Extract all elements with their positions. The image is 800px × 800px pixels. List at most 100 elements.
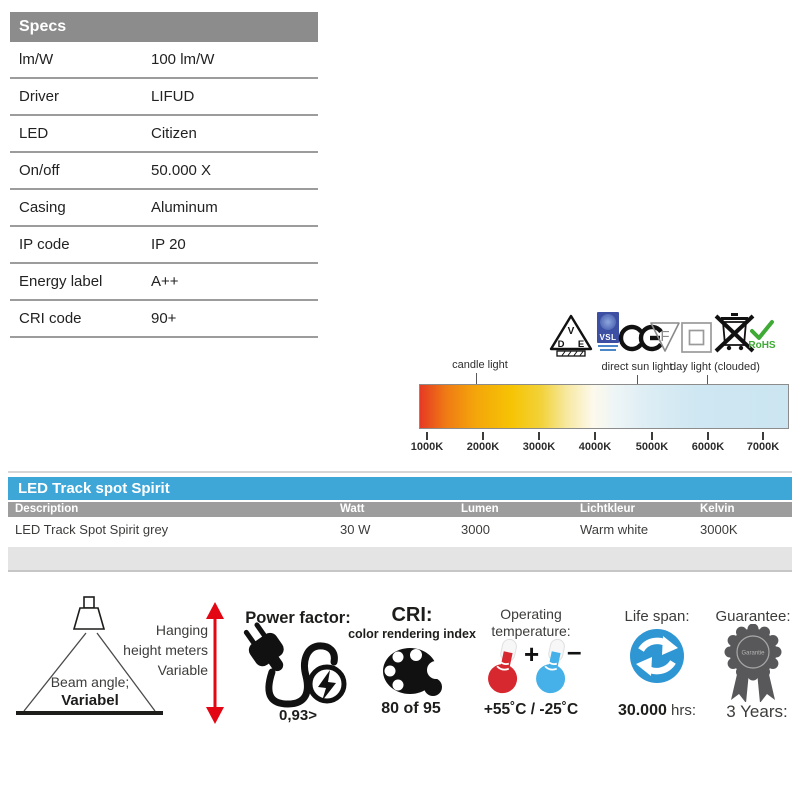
kelvin-tick-label: 1000K [410, 441, 444, 453]
spec-value: Citizen [151, 125, 197, 142]
guarantee-badge-label: Garantie [741, 651, 765, 657]
vsl-label: VSL [599, 333, 617, 342]
double-insulated-icon [680, 321, 714, 355]
product-table-header-row: Description Watt Lumen Lichtkleur Kelvin [8, 502, 792, 517]
spec-label: Casing [19, 199, 66, 216]
spec-row: lm/W 100 lm/W [10, 42, 318, 79]
spec-row: IP code IP 20 [10, 227, 318, 264]
kelvin-tick-label: 3000K [522, 441, 556, 453]
vde-letter-e: E [578, 339, 584, 350]
product-table-empty-row [8, 547, 792, 572]
vde-mark-icon: V D E [549, 312, 595, 358]
operating-temp-title-1: Operating [500, 606, 562, 622]
kelvin-tick-label: 5000K [635, 441, 669, 453]
hanging-height-text: Hanging height meters Variable [100, 620, 208, 680]
spec-row: On/off 50.000 X [10, 153, 318, 190]
cell-kelvin: 3000K [700, 522, 738, 537]
guarantee-value: 3 Years: [726, 702, 788, 721]
operating-temp-value: +55˚C / -25˚C [483, 701, 579, 718]
vsl-small-text-line [598, 345, 618, 347]
spec-value: Aluminum [151, 199, 218, 216]
vsl-badge-icon: VSL [597, 312, 619, 351]
kelvin-tick [762, 432, 764, 440]
spec-label: lm/W [19, 51, 54, 68]
vsl-fingerprint [600, 314, 616, 330]
kelvin-annotation: day light (clouded) [670, 361, 760, 373]
kelvin-gradient-bar [419, 384, 789, 429]
hanging-height-arrow-icon [204, 602, 226, 729]
life-span-value: 30.000 hrs: [618, 702, 696, 720]
life-span-refresh-icon [628, 627, 688, 692]
spec-label: On/off [19, 162, 60, 179]
col-description: Description [15, 503, 79, 515]
life-span-unit: hrs: [666, 702, 697, 719]
col-watt: Watt [340, 503, 365, 515]
cell-watt: 30 W [340, 522, 371, 537]
kelvin-tick-label: 7000K [746, 441, 780, 453]
specs-table: Specs lm/W 100 lm/W Driver LIFUD LED Cit… [10, 12, 318, 338]
kelvin-tick [538, 432, 540, 440]
life-span-number: 30.000 [617, 702, 667, 719]
spec-label: Energy label [19, 273, 103, 290]
spec-value: IP 20 [151, 236, 186, 253]
vde-letter-v: V [568, 326, 575, 337]
product-table-title: LED Track spot Spirit [18, 480, 170, 497]
product-table-row: LED Track Spot Spirit grey 30 W 3000 War… [8, 517, 792, 543]
f-letter: F [660, 328, 669, 345]
power-factor-value: 0,93> [279, 707, 317, 724]
vsl-small-text-line [600, 349, 616, 351]
operating-temp-title-2: temperature: [491, 623, 571, 639]
plus-sign: + [524, 639, 539, 669]
kelvin-tick [594, 432, 596, 440]
power-plug-icon [240, 615, 360, 715]
kelvin-tick-label: 6000K [691, 441, 725, 453]
rohs-icon: RoHS [748, 318, 780, 352]
col-kelvin: Kelvin [700, 503, 735, 515]
life-span-title: Life span: [624, 608, 690, 625]
cell-lumen: 3000 [461, 522, 490, 537]
hanging-line2: height meters [123, 642, 208, 658]
cell-description: LED Track Spot Spirit grey [15, 522, 169, 537]
hanging-line1: Hanging [155, 622, 208, 638]
spec-value: 100 lm/W [151, 51, 215, 68]
spec-label: CRI code [19, 310, 82, 327]
rohs-label: RoHS [748, 340, 776, 351]
spec-label: IP code [19, 236, 70, 253]
hanging-line3: Variable [157, 662, 208, 678]
product-table-title-bar: LED Track spot Spirit [8, 477, 792, 500]
thermometer-icons: + – [484, 636, 584, 705]
col-lumen: Lumen [461, 503, 499, 515]
table-top-divider [8, 471, 792, 473]
kelvin-tick [482, 432, 484, 440]
vde-letter-d: D [558, 339, 565, 350]
spec-label: Driver [19, 88, 59, 105]
spec-label: LED [19, 125, 49, 142]
spec-value: LIFUD [151, 88, 195, 105]
f-mark-icon: F [649, 320, 681, 356]
spec-row: Energy label A++ [10, 264, 318, 301]
cri-value: 80 of 95 [381, 700, 441, 717]
cri-title: CRI: [391, 604, 433, 626]
spec-value: 90+ [151, 310, 177, 327]
kelvin-tick-label: 4000K [578, 441, 612, 453]
cell-lichtkleur: Warm white [580, 522, 649, 537]
guarantee-title: Guarantee: [715, 608, 791, 625]
vsl-box: VSL [597, 312, 619, 343]
specs-title: Specs [10, 12, 318, 42]
spec-row: Casing Aluminum [10, 190, 318, 227]
kelvin-annotation: direct sun light [601, 361, 673, 373]
kelvin-tick-label: 2000K [466, 441, 500, 453]
color-palette-icon [378, 644, 448, 705]
spec-row: LED Citizen [10, 116, 318, 153]
power-factor-title: Power factor: [245, 609, 351, 627]
kelvin-annotation: candle light [452, 359, 508, 371]
beam-angle-diagram-icon [8, 592, 178, 727]
kelvin-tick [426, 432, 428, 440]
spec-value: 50.000 X [151, 162, 212, 179]
weee-bin-icon [714, 308, 756, 356]
spec-row: Driver LIFUD [10, 79, 318, 116]
spec-value: A++ [151, 273, 179, 290]
kelvin-tick [707, 432, 709, 440]
cri-subtitle: color rendering index [348, 627, 476, 641]
col-lichtkleur: Lichtkleur [580, 503, 635, 515]
